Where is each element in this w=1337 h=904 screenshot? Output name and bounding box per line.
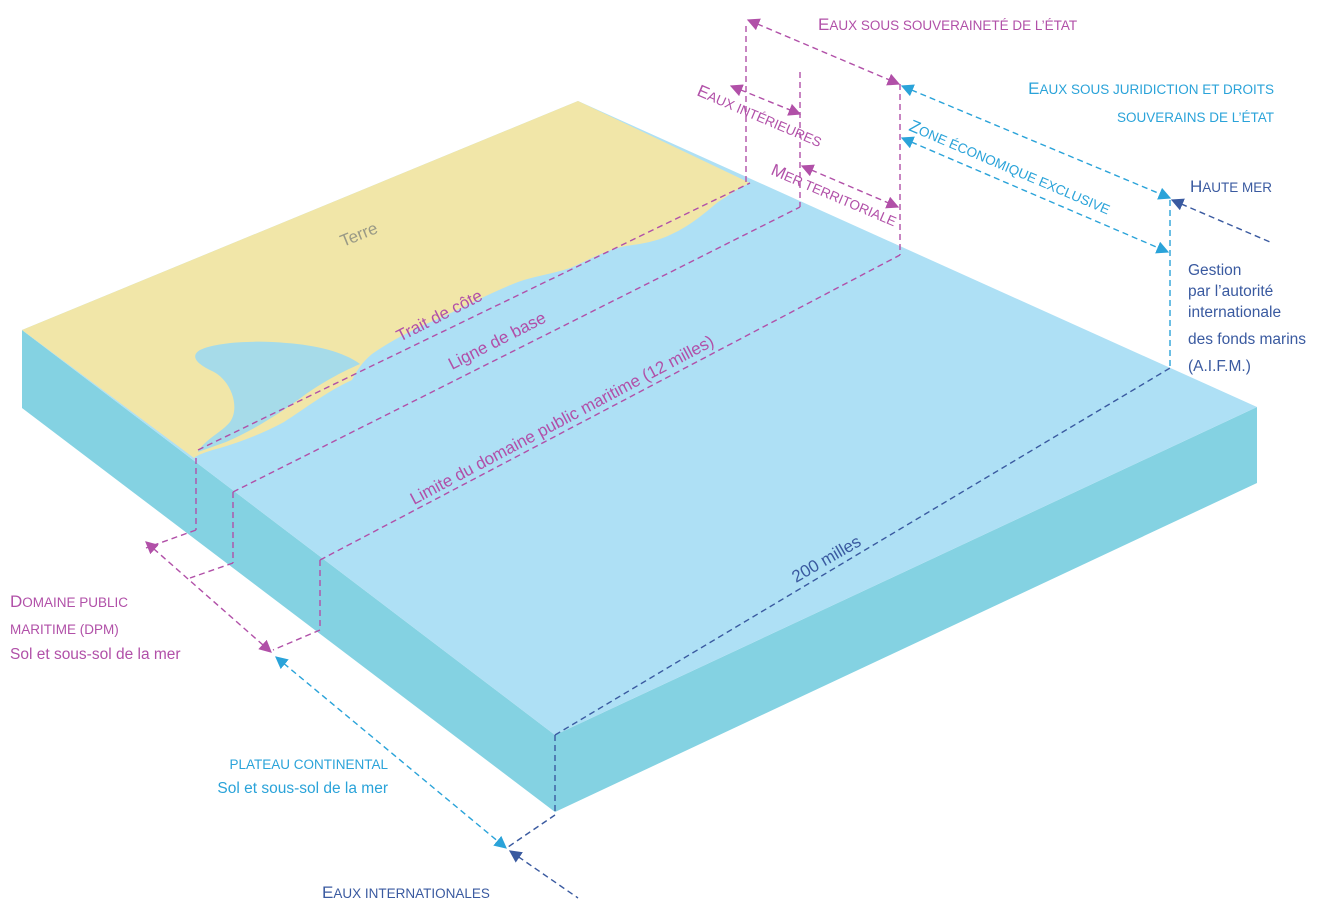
dpm-subtitle: Sol et sous-sol de la mer (10, 646, 181, 663)
svg-text:des fonds marins: des fonds marins (1188, 331, 1306, 348)
svg-text:internationale: internationale (1188, 304, 1281, 321)
trait-de-cote-dash (197, 182, 751, 451)
connector-4 (507, 814, 556, 848)
connector-2 (189, 562, 234, 579)
dpm-title-line-2: MARITIME (DPM) (10, 622, 119, 637)
haute-mer-arrow (1170, 198, 1271, 243)
dpm-arrow (145, 541, 272, 653)
ligne-de-base-dash (232, 206, 801, 493)
plateau-title: PLATEAU CONTINENTAL (229, 757, 388, 772)
haute-mer-label: HAUTE MER (1190, 177, 1272, 196)
interieures-arrow (729, 84, 802, 116)
eaux-interieures-label: EAUX INTÉRIEURES (694, 81, 824, 151)
dpm-title-line-1: DOMAINE PUBLIC (10, 592, 128, 611)
gestion-aifm-label: Gestion par l’autorité internationale de… (1188, 262, 1306, 375)
zee-label: ZONE ÉCONOMIQUE EXCLUSIVE (906, 116, 1113, 218)
souverainete-arrow (746, 18, 901, 86)
connector-3 (272, 629, 321, 651)
plateau-subtitle: Sol et sous-sol de la mer (217, 780, 388, 797)
eaux-juridiction-label-1: EAUX SOUS JURIDICTION ET DROITS (1028, 79, 1274, 98)
land-area (22, 101, 750, 458)
eaux-internationales-arrow (508, 850, 579, 899)
sea-front-face (555, 407, 1257, 812)
lagoon (195, 341, 360, 452)
zee-arrow (900, 136, 1170, 254)
svg-text:(A.I.F.M.): (A.I.F.M.) (1188, 358, 1251, 375)
territoriale-arrow (800, 164, 900, 209)
svg-text:par l’autorité: par l’autorité (1188, 283, 1273, 300)
eaux-juridiction-label-2: SOUVERAINS DE L’ÉTAT (1117, 110, 1274, 125)
svg-text:Gestion: Gestion (1188, 262, 1241, 279)
eaux-internationales-label: EAUX INTERNATIONALES (322, 883, 490, 902)
eaux-souverainete-label: EAUX SOUS SOUVERAINETÉ DE L’ÉTAT (818, 15, 1077, 34)
